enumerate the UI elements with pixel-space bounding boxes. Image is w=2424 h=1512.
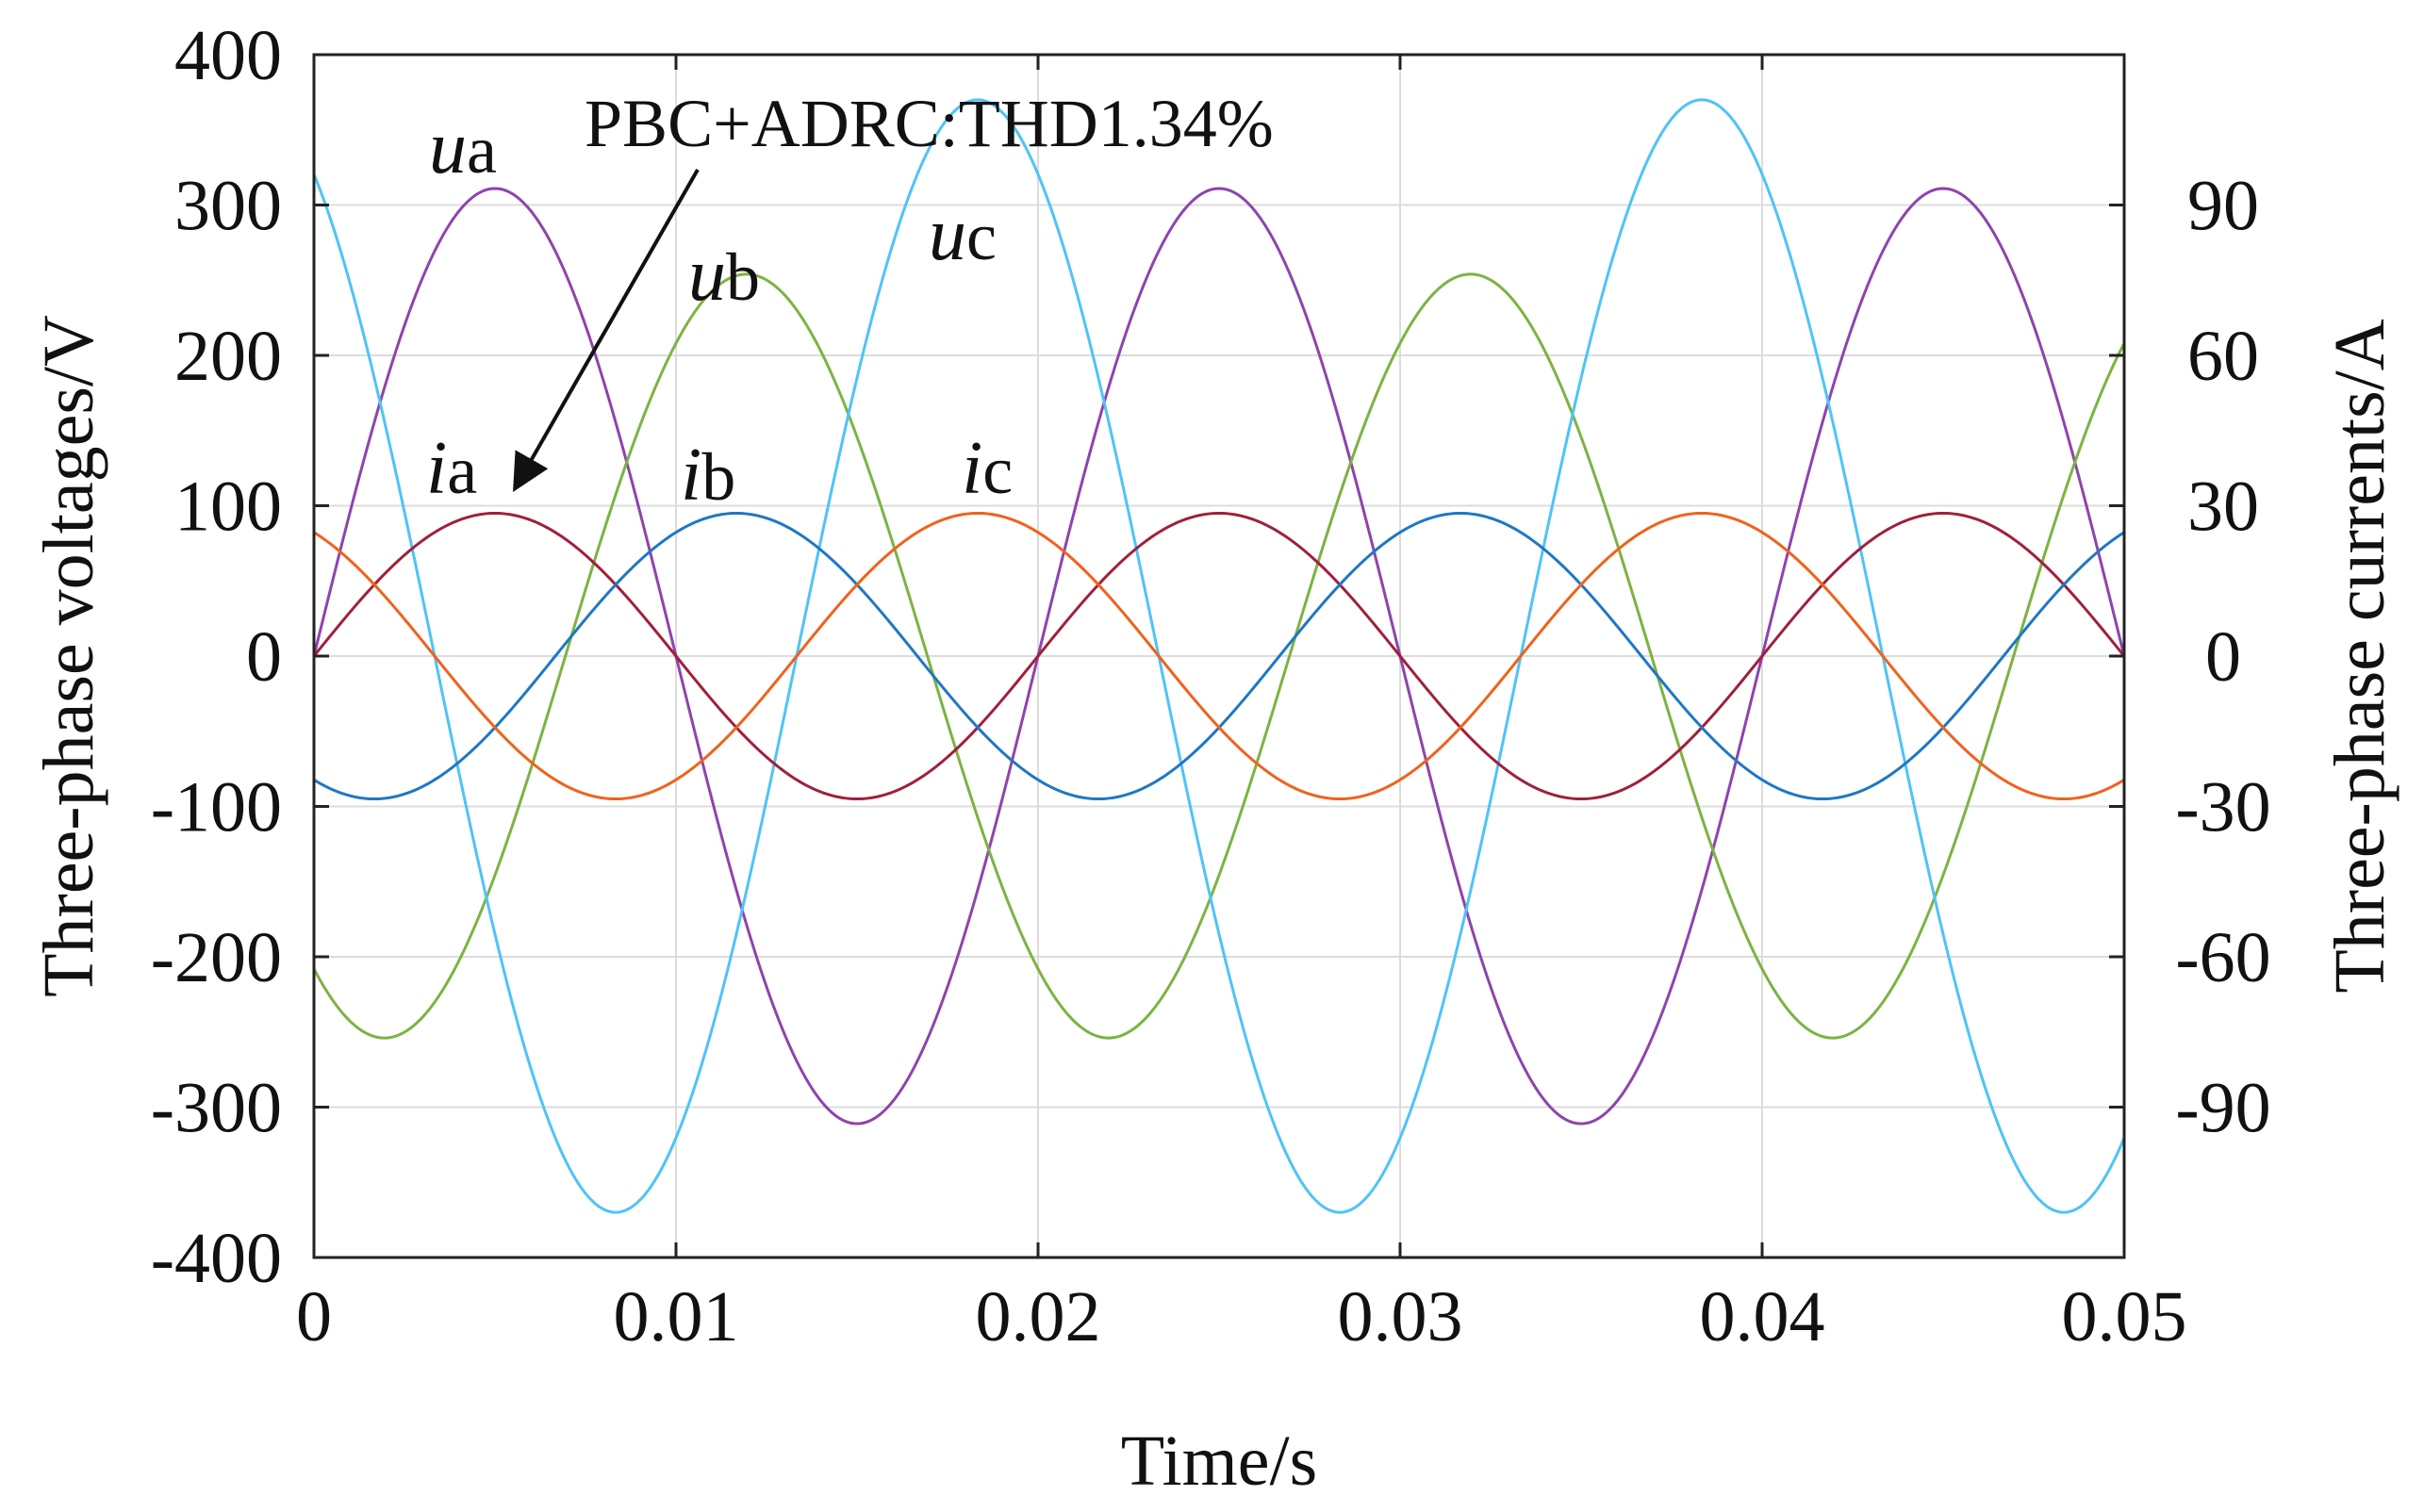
right-y-tick-label: 90: [2187, 167, 2259, 246]
left-y-tick-labels: 400 300 200 100 0 -100 -200 -300 -400: [151, 16, 282, 1298]
series-line-ua: [312, 187, 2126, 1126]
left-y-tick-label: 400: [174, 16, 282, 95]
right-y-tick-label: -30: [2175, 768, 2270, 847]
curve-label-ib: ib: [681, 434, 735, 517]
annotation-arrow: [513, 169, 700, 492]
x-tick-label: 0.03: [1338, 1277, 1463, 1356]
series-line-uc: [312, 98, 2126, 1214]
right-y-tick-label: -90: [2175, 1069, 2270, 1148]
curve-label-ub: ub: [688, 234, 760, 317]
left-y-axis-title: Three-phase voltages/V: [29, 315, 108, 997]
curve-label-ic: ic: [962, 427, 1013, 510]
left-y-tick-label: -100: [151, 768, 282, 847]
x-tick-label: 0.01: [614, 1277, 739, 1356]
right-y-tick-label: 60: [2187, 317, 2259, 396]
x-tick-label: 0: [296, 1277, 332, 1356]
left-y-tick-label: -300: [151, 1069, 282, 1148]
series-line-ic: [313, 511, 2125, 801]
x-tick-label: 0.04: [1700, 1277, 1825, 1356]
left-y-tick-label: 200: [174, 317, 282, 396]
left-y-tick-label: -400: [151, 1219, 282, 1298]
thd-annotation: PBC+ADRC:THD1.34%: [585, 86, 1274, 161]
right-y-tick-label: 0: [2205, 617, 2241, 697]
curves: [312, 98, 2126, 1214]
grid: [313, 54, 2125, 1258]
left-y-tick-label: -200: [151, 918, 282, 997]
curve-label-ia: ia: [426, 427, 477, 510]
right-y-tick-label: 30: [2187, 468, 2259, 547]
right-y-axis-title: Three-phase currents/A: [2320, 319, 2399, 993]
ticks: [312, 53, 2126, 1259]
right-y-tick-labels: 90 60 30 0 -30 -60 -90: [2175, 167, 2270, 1148]
right-y-tick-label: -60: [2175, 918, 2270, 997]
x-tick-labels: 0 0.01 0.02 0.03 0.04 0.05: [296, 1277, 2187, 1356]
left-y-tick-label: 300: [174, 167, 282, 246]
x-tick-label: 0.05: [2062, 1277, 2187, 1356]
left-y-tick-label: 100: [174, 468, 282, 547]
curve-label-ua: ua: [429, 107, 497, 189]
x-axis-title: Time/s: [1121, 1422, 1317, 1501]
curve-label-uc: uc: [929, 193, 997, 276]
x-tick-label: 0.02: [976, 1277, 1101, 1356]
series-line-ub: [312, 272, 2126, 1040]
left-y-tick-label: 0: [246, 617, 282, 697]
